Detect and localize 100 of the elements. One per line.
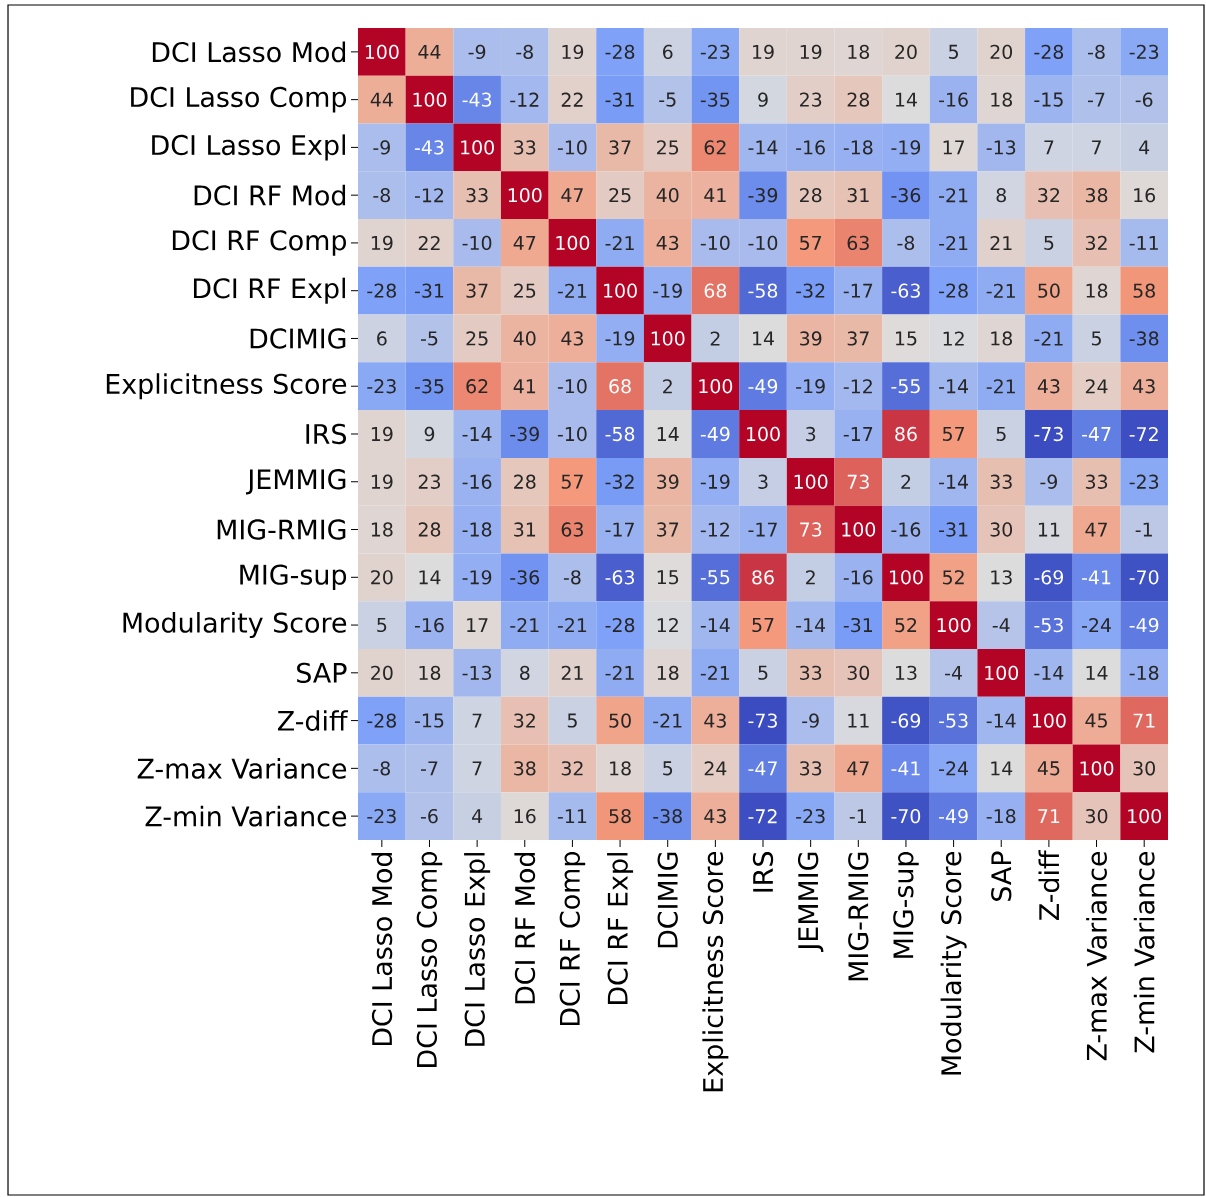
data-label: -8 xyxy=(373,188,390,203)
data-label: -19 xyxy=(653,283,682,298)
data-label: 63 xyxy=(561,522,583,537)
data-label: -10 xyxy=(557,379,587,394)
data-label: -73 xyxy=(748,713,777,728)
data-label: 43 xyxy=(1133,379,1155,394)
data-label: -14 xyxy=(462,427,492,441)
data-label: -23 xyxy=(1129,44,1159,60)
data-label: 43 xyxy=(1037,379,1060,394)
data-label: 43 xyxy=(561,331,583,346)
data-label: -14 xyxy=(939,379,968,394)
data-label: 37 xyxy=(466,283,488,298)
data-label: 73 xyxy=(847,474,869,489)
data-label: 5 xyxy=(1091,331,1101,346)
y-tick-label: Z-min Variance xyxy=(145,805,347,827)
y-tick-label: Z-diff xyxy=(277,710,349,731)
data-label: 86 xyxy=(752,570,774,585)
data-label: -38 xyxy=(653,808,682,824)
x-tick-label: Z-min Variance xyxy=(1133,851,1155,1053)
data-label: 14 xyxy=(657,427,679,441)
data-label: -14 xyxy=(939,474,968,489)
x-tick-label: Z-diff xyxy=(1038,849,1060,921)
data-label: 39 xyxy=(800,331,822,346)
x-tick-label: MIG-sup xyxy=(893,851,919,958)
data-label: -58 xyxy=(605,426,635,442)
data-label: -16 xyxy=(414,617,444,633)
data-label: -70 xyxy=(1129,570,1159,585)
data-label: 52 xyxy=(895,617,917,633)
data-label: 4 xyxy=(472,809,483,824)
y-tick-label: DCIMIG xyxy=(250,328,346,349)
data-label: -35 xyxy=(414,379,444,394)
data-label: 17 xyxy=(943,140,965,155)
data-label: 100 xyxy=(365,44,399,60)
data-label: 2 xyxy=(806,570,815,585)
data-label: -73 xyxy=(1034,426,1063,442)
data-label: 7 xyxy=(1044,140,1054,155)
data-label: 47 xyxy=(513,236,536,250)
data-label: -18 xyxy=(462,522,492,537)
data-label: -36 xyxy=(510,570,540,585)
data-label: -17 xyxy=(605,522,634,537)
data-label: 19 xyxy=(753,44,774,60)
data-label: -10 xyxy=(748,235,778,251)
data-label: -15 xyxy=(1034,92,1063,107)
data-label: -8 xyxy=(897,235,915,251)
y-tick-label: DCI RF Comp xyxy=(172,230,346,256)
data-label: 31 xyxy=(847,188,869,203)
data-label: 44 xyxy=(370,92,393,107)
data-label: 14 xyxy=(991,761,1013,776)
data-label: 7 xyxy=(472,761,482,776)
data-label: 5 xyxy=(377,618,387,633)
x-tick-label: SAP xyxy=(991,851,1012,901)
data-label: 47 xyxy=(847,761,869,776)
data-label: -15 xyxy=(414,713,444,728)
data-label: 100 xyxy=(604,283,637,298)
data-label: 47 xyxy=(561,188,583,203)
data-label: 38 xyxy=(514,761,536,776)
data-label: 20 xyxy=(895,44,917,60)
data-label: 41 xyxy=(704,188,726,203)
data-label: 32 xyxy=(1038,188,1060,203)
data-label: 22 xyxy=(561,92,583,107)
data-label: 50 xyxy=(1038,283,1060,298)
data-label: 100 xyxy=(1128,808,1161,824)
y-tick-label: Modularity Score xyxy=(123,612,347,639)
y-tick-label: SAP xyxy=(297,662,347,683)
data-label: 4 xyxy=(1139,140,1150,155)
data-label: 18 xyxy=(610,761,631,776)
data-label: -53 xyxy=(939,713,968,728)
data-label: 16 xyxy=(514,808,536,824)
data-label: 20 xyxy=(371,570,393,585)
data-label: 21 xyxy=(561,665,583,680)
data-label: 52 xyxy=(943,570,964,585)
data-label: 45 xyxy=(1085,713,1107,728)
data-label: -8 xyxy=(563,570,581,585)
data-label: 25 xyxy=(514,283,536,298)
data-label: 5 xyxy=(567,713,577,728)
data-label: 100 xyxy=(937,617,971,633)
y-tick-label: IRS xyxy=(306,423,346,445)
data-label: 19 xyxy=(371,474,393,489)
data-label: -21 xyxy=(557,283,587,298)
data-label: 37 xyxy=(609,140,631,155)
data-label: -19 xyxy=(891,140,921,155)
data-label: 68 xyxy=(609,379,631,394)
data-label: 100 xyxy=(794,474,828,489)
data-label: -17 xyxy=(843,427,873,441)
data-label: 30 xyxy=(847,665,870,680)
data-label: -31 xyxy=(414,283,444,298)
data-label: 100 xyxy=(556,235,590,251)
data-label: -31 xyxy=(843,617,873,633)
y-tick-label: MIG-sup xyxy=(240,564,347,591)
data-label: 23 xyxy=(418,474,441,489)
data-label: -4 xyxy=(945,665,962,680)
data-label: -28 xyxy=(939,283,968,298)
data-label: -69 xyxy=(1034,570,1064,585)
data-label: 28 xyxy=(514,474,536,489)
data-label: 100 xyxy=(1080,761,1114,776)
data-label: 45 xyxy=(1037,761,1060,776)
y-tick-label: DCI Lasso Mod xyxy=(152,41,346,63)
data-label: -16 xyxy=(843,570,873,585)
y-tick-label: DCI RF Expl xyxy=(193,277,345,304)
data-label: 28 xyxy=(800,188,822,203)
